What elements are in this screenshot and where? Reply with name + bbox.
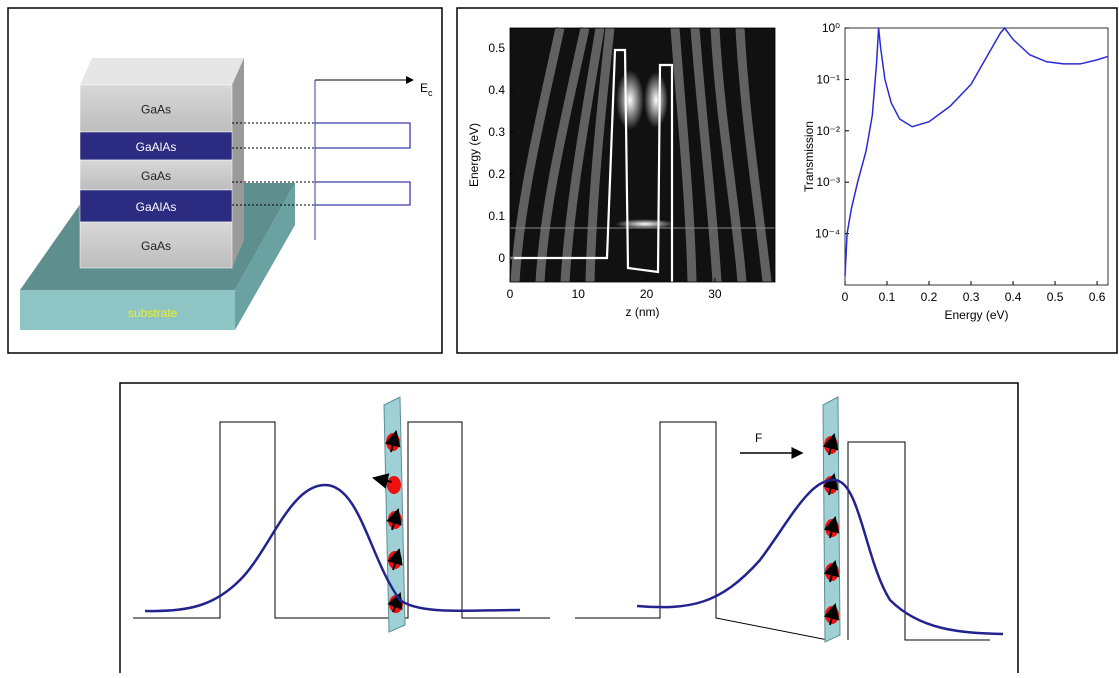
layer-stack: GaAs GaAlAs GaAs GaAlAs GaAs: [79, 84, 233, 269]
y-tick-label: 10⁻⁴: [815, 227, 840, 241]
stack-top: [80, 58, 244, 85]
y-tick-label: 0.1: [488, 209, 505, 223]
spin-arrows: [372, 430, 840, 626]
layer-label: GaAs: [141, 103, 171, 117]
y-tick-label: 10⁰: [822, 21, 840, 35]
dotted-links: [232, 122, 315, 206]
y-tick-label: 10⁻¹: [816, 72, 840, 86]
y-axis-label: Energy (eV): [467, 123, 481, 187]
panel-frame: [119, 382, 1019, 673]
layer-label: GaAs: [141, 169, 171, 183]
y-tick-label: 0.5: [488, 41, 505, 55]
band-profile: [315, 122, 411, 206]
wavefunction-right: [636, 478, 1004, 636]
y-tick-label: 0.4: [488, 83, 505, 97]
spins: [386, 433, 839, 624]
x-tick-label: 0: [507, 287, 514, 301]
x-tick-label: 0.5: [1047, 290, 1064, 304]
layer-label: GaAlAs: [136, 200, 177, 214]
chart-b: 0 10 20 30 0 0.1 0.2 0.3 0.4 0.5 z (nm) Energy (eV): [467, 27, 776, 319]
band-label-main: E: [420, 81, 428, 95]
y-tick-label: 10⁻³: [816, 175, 840, 189]
plot-frame: [844, 27, 1109, 286]
band-label: Ec: [420, 81, 433, 98]
substrate-label: substrate: [128, 306, 178, 320]
wavefunction-map: [510, 27, 775, 283]
x-tick-label: 20: [640, 287, 654, 301]
x-tick-label: 0.4: [1005, 290, 1022, 304]
x-tick-label: 30: [708, 287, 722, 301]
chart-c: 0 0.1 0.2 0.3 0.4 0.5 0.6 10⁻⁴ 10⁻³ 10⁻² 10⁻¹ 10⁰ En…: [802, 21, 1109, 322]
x-tick-label: 0.3: [963, 290, 980, 304]
potential-right: [575, 421, 990, 641]
x-tick-label: 0.2: [921, 290, 938, 304]
y-tick-label: 10⁻²: [816, 124, 840, 138]
x-axis-label: z (nm): [626, 305, 660, 319]
layer: [79, 131, 233, 161]
substrate-side: [235, 183, 295, 330]
layer: [79, 159, 233, 191]
substrate-front: [20, 290, 235, 330]
wavefunction-left: [144, 483, 521, 613]
x-tick-label: 0.1: [879, 290, 896, 304]
y-tick-label: 0.3: [488, 125, 505, 139]
panel-frame: [7, 7, 443, 354]
stack-side: [232, 58, 244, 268]
x-tick-label: 0: [842, 290, 849, 304]
band-label-sub: c: [428, 88, 433, 98]
plot-frame: [509, 27, 776, 283]
field-label: F: [755, 431, 762, 445]
x-tick-label: 0.6: [1089, 290, 1106, 304]
transmission-line: [844, 26, 1109, 276]
y-axis-label: Transmission: [802, 121, 816, 192]
layer-label: GaAlAs: [136, 140, 177, 154]
x-tick-label: 10: [572, 287, 586, 301]
panel-frame: [456, 7, 1118, 354]
layer: [79, 84, 233, 133]
layer: [79, 221, 233, 269]
y-tick-label: 0.2: [488, 167, 505, 181]
potential-left: [133, 421, 550, 619]
y-tick-label: 0: [498, 251, 505, 265]
x-axis-label: Energy (eV): [944, 308, 1008, 322]
layer-label: GaAs: [141, 239, 171, 253]
